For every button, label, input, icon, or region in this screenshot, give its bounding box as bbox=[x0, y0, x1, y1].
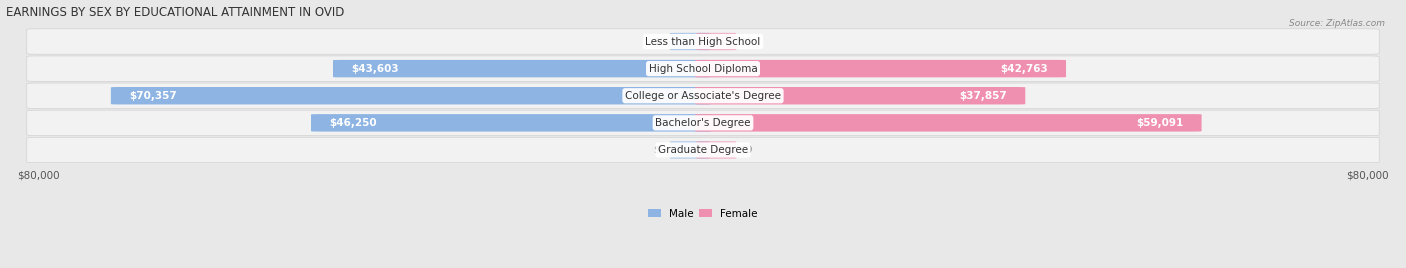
Text: $0: $0 bbox=[654, 145, 666, 155]
Text: Less than High School: Less than High School bbox=[645, 36, 761, 47]
FancyBboxPatch shape bbox=[27, 56, 1379, 81]
Text: $43,603: $43,603 bbox=[352, 64, 398, 74]
FancyBboxPatch shape bbox=[27, 83, 1379, 109]
Text: $37,857: $37,857 bbox=[960, 91, 1007, 101]
FancyBboxPatch shape bbox=[111, 87, 711, 105]
Text: $42,763: $42,763 bbox=[1000, 64, 1047, 74]
FancyBboxPatch shape bbox=[27, 29, 1379, 54]
FancyBboxPatch shape bbox=[669, 33, 710, 50]
Text: College or Associate's Degree: College or Associate's Degree bbox=[626, 91, 780, 101]
Text: Bachelor's Degree: Bachelor's Degree bbox=[655, 118, 751, 128]
FancyBboxPatch shape bbox=[311, 114, 711, 132]
FancyBboxPatch shape bbox=[27, 137, 1379, 163]
Text: $70,357: $70,357 bbox=[129, 91, 177, 101]
FancyBboxPatch shape bbox=[696, 33, 737, 50]
Text: $59,091: $59,091 bbox=[1136, 118, 1184, 128]
FancyBboxPatch shape bbox=[696, 141, 737, 159]
Text: Source: ZipAtlas.com: Source: ZipAtlas.com bbox=[1289, 19, 1385, 28]
Text: $0: $0 bbox=[654, 36, 666, 47]
Text: EARNINGS BY SEX BY EDUCATIONAL ATTAINMENT IN OVID: EARNINGS BY SEX BY EDUCATIONAL ATTAINMEN… bbox=[6, 6, 344, 18]
FancyBboxPatch shape bbox=[695, 114, 1202, 132]
FancyBboxPatch shape bbox=[695, 87, 1025, 105]
FancyBboxPatch shape bbox=[669, 141, 710, 159]
Text: High School Diploma: High School Diploma bbox=[648, 64, 758, 74]
FancyBboxPatch shape bbox=[27, 110, 1379, 136]
Legend: Male, Female: Male, Female bbox=[644, 204, 762, 223]
Text: $0: $0 bbox=[740, 36, 752, 47]
FancyBboxPatch shape bbox=[695, 60, 1066, 77]
FancyBboxPatch shape bbox=[333, 60, 711, 77]
Text: $0: $0 bbox=[740, 145, 752, 155]
Text: $46,250: $46,250 bbox=[329, 118, 377, 128]
Text: Graduate Degree: Graduate Degree bbox=[658, 145, 748, 155]
